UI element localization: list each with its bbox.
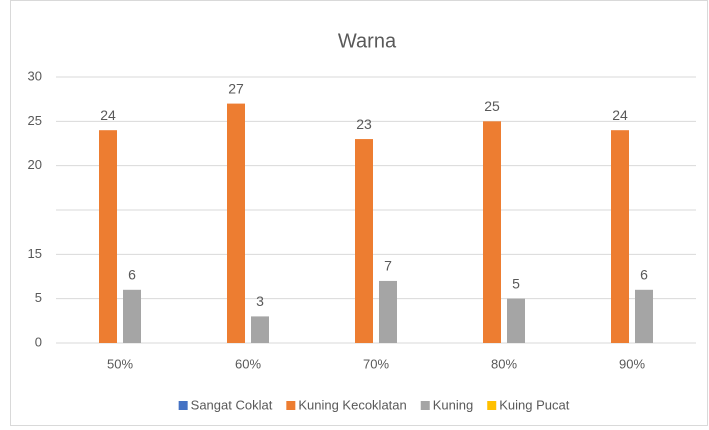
bar xyxy=(355,139,373,343)
data-label: 24 xyxy=(100,107,116,123)
data-label: 3 xyxy=(256,293,264,309)
y-tick-label: 15 xyxy=(28,246,42,261)
legend-label: Kuing Pucat xyxy=(499,397,569,412)
y-tick-label: 5 xyxy=(35,290,42,305)
data-label: 27 xyxy=(228,80,244,96)
bar xyxy=(379,280,397,343)
legend-swatch xyxy=(420,401,430,410)
bar xyxy=(251,316,269,343)
bar xyxy=(635,289,653,343)
legend-swatch xyxy=(487,401,497,410)
data-label: 6 xyxy=(128,267,136,283)
y-tick-label: 20 xyxy=(28,157,42,172)
x-tick-label: 50% xyxy=(107,356,133,371)
x-tick-label: 70% xyxy=(363,356,389,371)
data-label: 6 xyxy=(640,267,648,283)
data-label: 24 xyxy=(612,107,628,123)
data-label: 7 xyxy=(384,258,392,274)
data-label: 25 xyxy=(484,98,500,114)
x-tick-label: 80% xyxy=(491,356,517,371)
data-label: 5 xyxy=(512,275,520,291)
y-tick-label: 25 xyxy=(28,113,42,128)
bar xyxy=(483,121,501,343)
legend-label: Sangat Coklat xyxy=(191,397,273,412)
bar xyxy=(99,130,117,343)
data-label: 23 xyxy=(356,116,372,132)
y-tick-label: 30 xyxy=(28,68,42,83)
bar xyxy=(123,289,141,343)
bar xyxy=(507,298,525,343)
y-tick-label: 0 xyxy=(35,334,42,349)
bar xyxy=(227,103,245,343)
legend-swatch xyxy=(178,401,188,410)
x-tick-label: 90% xyxy=(619,356,645,371)
bar xyxy=(611,130,629,343)
chart-title: Warna xyxy=(338,30,397,52)
legend-swatch xyxy=(286,401,296,410)
legend-label: Kuning Kecoklatan xyxy=(298,397,406,412)
x-tick-label: 60% xyxy=(235,356,261,371)
legend-label: Kuning xyxy=(433,397,473,412)
